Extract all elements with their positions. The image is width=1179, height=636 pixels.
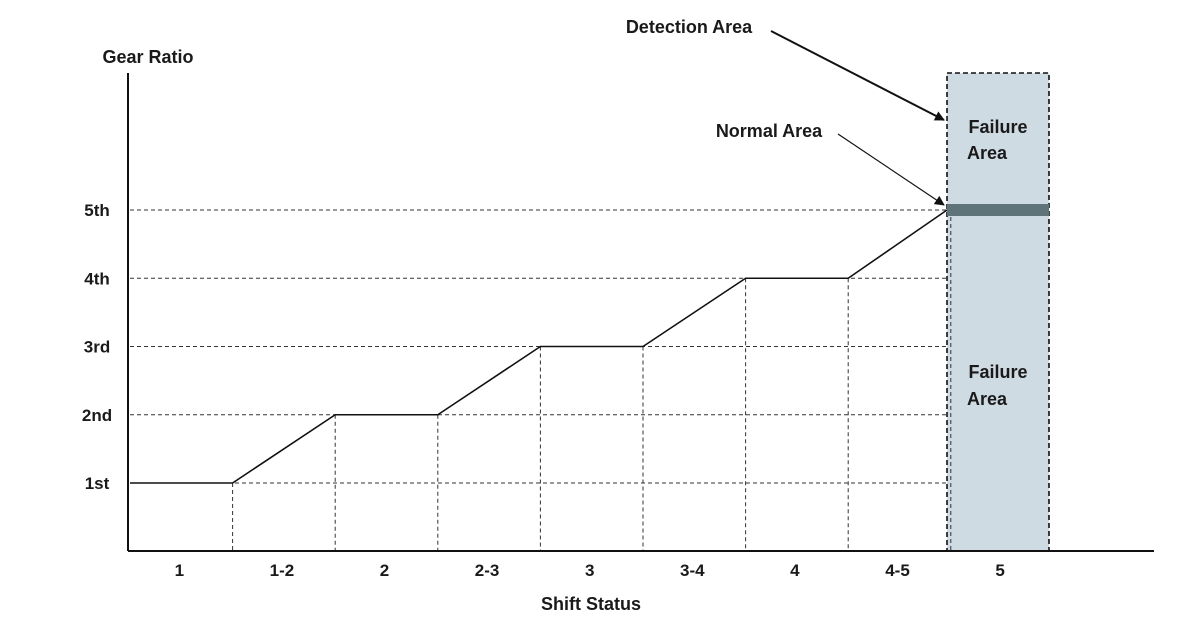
y-tick-1st: 1st: [85, 474, 110, 493]
detection-area-box: [946, 72, 1050, 552]
x-axis-title: Shift Status: [541, 594, 641, 614]
normal-area-band: [947, 204, 1049, 216]
normal-area-label: Normal Area: [716, 121, 823, 141]
detection-area-label: Detection Area: [626, 17, 753, 37]
shift-line: [130, 209, 948, 484]
x-tick-4: 4: [790, 561, 800, 580]
detection-area-arrow: [770, 30, 945, 121]
y-tick-4th: 4th: [84, 269, 110, 288]
x-tick-3-4: 3-4: [680, 561, 705, 580]
x-tick-5: 5: [995, 561, 1004, 580]
x-tick-labels: 1 1-2 2 2-3 3 3-4 4 4-5 5: [175, 561, 1005, 580]
x-tick-2-3: 2-3: [475, 561, 500, 580]
failure-area-upper-line1: Failure: [968, 117, 1027, 137]
failure-area-lower-line2: Area: [967, 389, 1008, 409]
y-tick-3rd: 3rd: [84, 338, 110, 357]
x-tick-1: 1: [175, 561, 184, 580]
x-tick-2: 2: [380, 561, 389, 580]
y-tick-5th: 5th: [84, 201, 110, 220]
failure-area-lower-line1: Failure: [968, 362, 1027, 382]
y-tick-2nd: 2nd: [82, 406, 112, 425]
normal-area-arrow: [837, 133, 945, 206]
y-axis-title: Gear Ratio: [102, 47, 193, 67]
series-layer: [130, 209, 948, 484]
x-tick-4-5: 4-5: [885, 561, 910, 580]
guide-lines: [130, 209, 952, 551]
x-tick-1-2: 1-2: [270, 561, 295, 580]
x-tick-3: 3: [585, 561, 594, 580]
y-tick-labels: 1st 2nd 3rd 4th 5th: [82, 201, 112, 493]
failure-area-upper-line2: Area: [967, 143, 1008, 163]
